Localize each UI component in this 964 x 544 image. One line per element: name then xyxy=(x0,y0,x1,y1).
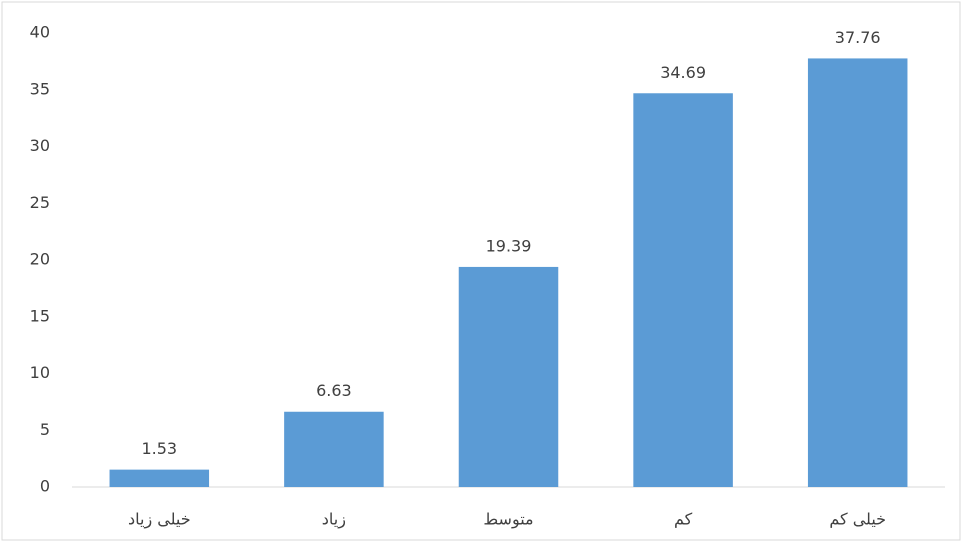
x-tick-label: زیاد xyxy=(322,510,346,530)
value-label: 37.76 xyxy=(835,28,881,47)
bar xyxy=(109,469,210,487)
y-tick-label: 20 xyxy=(30,250,50,269)
y-tick-label: 30 xyxy=(30,136,50,155)
x-tick-label: کم xyxy=(674,510,693,529)
y-tick-label: 25 xyxy=(30,193,50,212)
y-tick-label: 10 xyxy=(30,363,50,382)
value-label: 19.39 xyxy=(486,236,532,255)
x-tick-label: متوسط xyxy=(483,510,533,530)
y-tick-label: 35 xyxy=(30,79,50,98)
bar xyxy=(458,266,559,487)
x-tick-label: خیلی زیاد xyxy=(128,510,191,530)
x-tick-label: خیلی کم xyxy=(829,510,886,529)
y-tick-label: 0 xyxy=(40,477,50,496)
bar xyxy=(807,58,908,487)
bar xyxy=(633,93,733,488)
value-label: 34.69 xyxy=(660,63,706,82)
y-tick-label: 5 xyxy=(40,420,50,439)
value-label: 6.63 xyxy=(316,381,352,400)
value-label: 1.53 xyxy=(141,439,177,458)
y-tick-label: 15 xyxy=(30,306,50,325)
y-tick-label: 40 xyxy=(30,23,50,42)
bar xyxy=(284,411,384,487)
